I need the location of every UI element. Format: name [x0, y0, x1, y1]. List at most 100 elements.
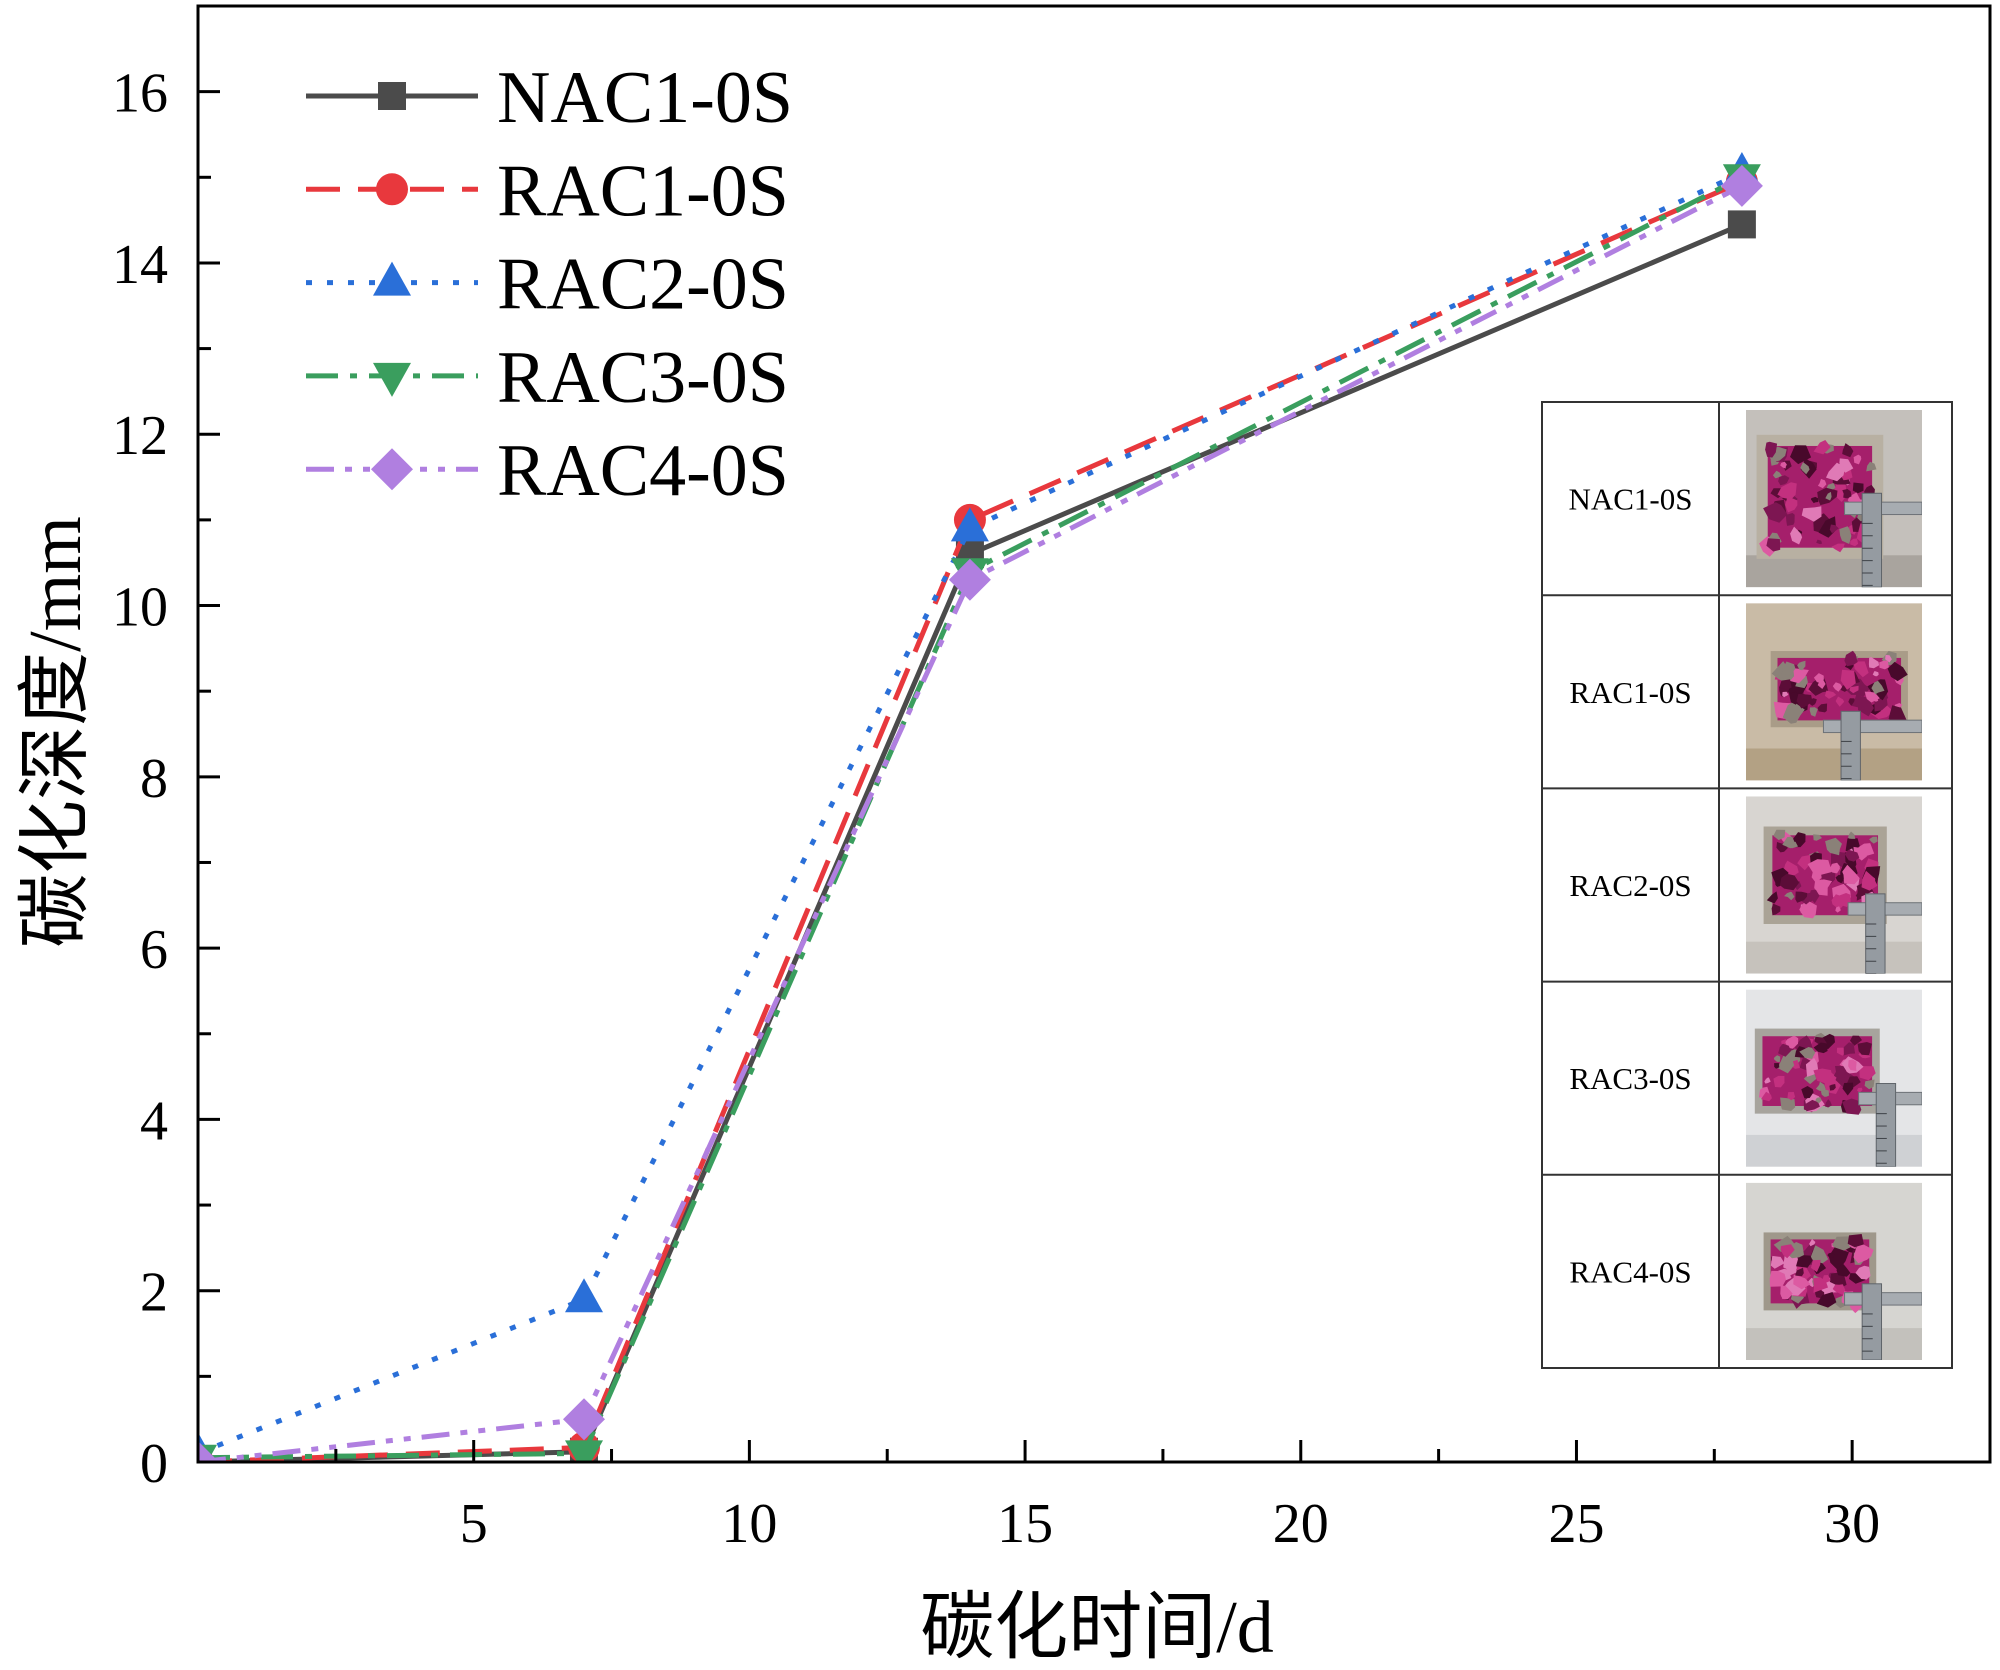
data-point-rac2-0s	[565, 1278, 603, 1313]
aggregate-patch	[1829, 862, 1840, 874]
caliper-jaw	[1861, 1283, 1883, 1361]
aggregate-patch	[1832, 1284, 1846, 1295]
legend-marker	[376, 173, 408, 206]
aggregate-patch	[1885, 654, 1892, 663]
aggregate-patch	[1840, 669, 1856, 690]
legend-entry-rac2-0s: RAC2-0S	[306, 244, 789, 326]
legend-marker	[373, 362, 411, 397]
specimen-photo-table: NAC1-0S RAC1-0S RAC2-0S RAC3-0S RAC4-0S	[1541, 401, 1953, 1369]
series-layer	[198, 152, 1763, 1462]
legend-entry-rac4-0s: RAC4-0S	[306, 430, 789, 512]
aggregate-patch	[1793, 1274, 1811, 1290]
specimen-photo-rac4-0s	[1746, 1182, 1922, 1361]
aggregate-patch	[1765, 441, 1778, 458]
aggregate-patch	[1842, 1082, 1854, 1096]
aggregate-patch	[1866, 461, 1877, 472]
aggregate-patch	[1764, 1077, 1771, 1084]
series-line-rac4-0s	[198, 183, 1744, 1462]
y-tick-label: 12	[112, 405, 168, 467]
aggregate-patch	[1780, 461, 1787, 469]
series-line-rac1-0s	[198, 179, 1743, 1462]
legend-label: RAC4-0S	[497, 430, 789, 512]
aggregate-patch	[1829, 1084, 1836, 1091]
aggregate-patch	[1809, 707, 1818, 717]
series-line-rac3-0s	[198, 175, 1744, 1461]
aggregate-patch	[1853, 1244, 1874, 1264]
aggregate-patch	[1809, 1239, 1816, 1247]
caliper-beam	[1844, 501, 1922, 516]
aggregate-patch	[1831, 543, 1845, 553]
aggregate-patch	[1857, 1087, 1863, 1093]
aggregate-patch	[1789, 691, 1800, 705]
legend-label: NAC1-0S	[497, 57, 793, 139]
data-point-rac2-0s	[950, 507, 989, 542]
aggregate-patch	[1822, 1275, 1831, 1284]
aggregate-patch	[1855, 890, 1866, 898]
legend-label: RAC2-0S	[497, 244, 789, 326]
x-tick-label: 30	[1824, 1493, 1880, 1555]
aggregate-patch	[1766, 891, 1778, 904]
aggregate-patch	[1872, 671, 1879, 677]
aggregate-patch	[1790, 526, 1803, 545]
aggregate-patch	[1782, 691, 1789, 698]
legend-entry-nac1-0s: NAC1-0S	[306, 57, 793, 139]
series-line-rac2-0s	[198, 170, 1743, 1456]
aggregate-patch	[1796, 693, 1813, 709]
aggregate-patch	[1784, 891, 1795, 901]
aggregate-patch	[1817, 478, 1827, 489]
y-tick-label: 6	[140, 919, 168, 981]
aggregate-patch	[1824, 1099, 1832, 1108]
aggregate-patch	[1842, 864, 1860, 885]
aggregate-patch	[1799, 1047, 1816, 1059]
aggregate-patch	[1781, 661, 1796, 676]
data-point-nac1-0s	[1727, 210, 1756, 239]
y-tick-label: 14	[112, 234, 168, 296]
aggregate-patch	[1787, 1092, 1796, 1101]
aggregate-patch	[1779, 679, 1792, 690]
table-label-rac4-0s: RAC4-0S	[1569, 1254, 1691, 1289]
series-rac2-0s	[198, 152, 1761, 1462]
y-tick-label: 4	[140, 1090, 168, 1152]
aggregate-patch	[1770, 1255, 1785, 1269]
aggregate-patch	[1778, 475, 1790, 486]
series-rac4-0s	[198, 164, 1763, 1462]
aggregate-patch	[1763, 502, 1788, 523]
aggregate-patch	[1871, 680, 1885, 695]
aggregate-patch	[1833, 1067, 1846, 1082]
aggregate-patch	[1761, 1091, 1772, 1102]
y-tick-label: 10	[112, 577, 168, 639]
photo-tabletop	[1746, 748, 1922, 781]
aggregate-patch	[1778, 1043, 1791, 1057]
aggregate-patch	[1813, 1042, 1828, 1054]
table-label-rac3-0s: RAC3-0S	[1569, 1061, 1691, 1096]
specimen-photo-rac1-0s	[1746, 603, 1922, 781]
aggregate-patch	[1797, 660, 1806, 671]
series-rac1-0s	[198, 165, 1758, 1462]
y-tick-label: 0	[140, 1433, 168, 1495]
aggregate-patch	[1813, 673, 1824, 683]
aggregate-patch	[1836, 1047, 1846, 1056]
x-tick-label: 10	[721, 1493, 777, 1555]
aggregate-patch	[1780, 1285, 1793, 1300]
aggregate-patch	[1855, 1265, 1871, 1280]
aggregate-patch	[1803, 1073, 1817, 1085]
aggregate-patch	[1835, 906, 1841, 913]
aggregate-patch	[1853, 846, 1867, 861]
data-point-rac4-0s	[198, 1441, 219, 1462]
aggregate-patch	[1800, 462, 1810, 475]
aggregate-patch	[1780, 1097, 1796, 1111]
legend-entry-rac3-0s: RAC3-0S	[306, 337, 789, 419]
aggregate-patch	[1783, 1255, 1801, 1272]
series-rac3-0s	[198, 164, 1761, 1462]
specimen-photo-nac1-0s	[1746, 410, 1922, 588]
aggregate-patch	[1850, 538, 1859, 547]
aggregate-patch	[1869, 836, 1878, 844]
aggregate-patch	[1795, 891, 1808, 903]
x-tick-label: 15	[997, 1493, 1053, 1555]
photo-tabletop	[1746, 1328, 1922, 1360]
aggregate-patch	[1829, 524, 1839, 534]
aggregate-patch	[1813, 1068, 1833, 1084]
aggregate-patch	[1804, 1099, 1820, 1112]
aggregate-patch	[1816, 539, 1823, 545]
aggregate-patch	[1785, 498, 1798, 513]
